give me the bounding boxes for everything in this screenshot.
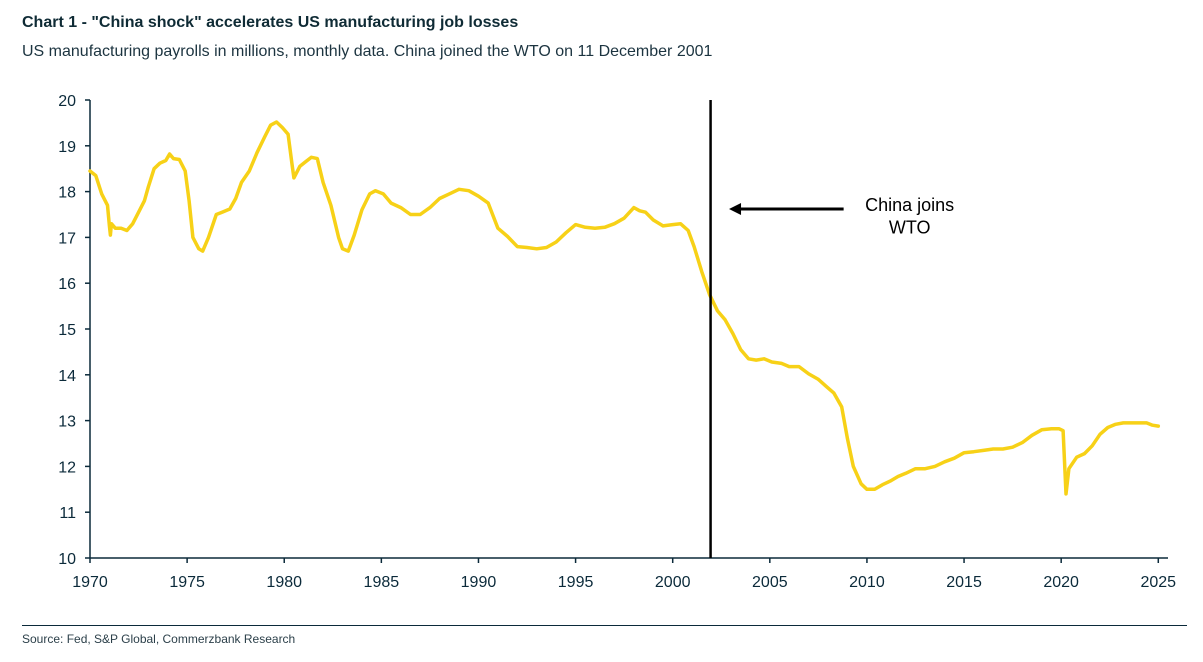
- annotation-arrow-head-icon: [729, 203, 742, 216]
- annotation-layer: China joins WTO: [729, 195, 954, 238]
- x-tick-label: 2000: [655, 574, 691, 591]
- chart-title: Chart 1 - "China shock" accelerates US m…: [22, 14, 519, 31]
- x-tick-label: 1985: [364, 574, 400, 591]
- annotation-label-line1: China joins: [865, 195, 954, 215]
- x-tick-label: 1990: [461, 574, 497, 591]
- x-tick-label: 1980: [266, 574, 302, 591]
- x-tick-label: 2025: [1140, 574, 1176, 591]
- y-tick-label: 20: [58, 93, 76, 110]
- series-line-manufacturing-payrolls: [88, 120, 1161, 496]
- x-tick-label: 1995: [558, 574, 594, 591]
- y-tick-label: 14: [58, 368, 76, 385]
- footer-divider: [22, 625, 1187, 626]
- series-layer: [88, 120, 1161, 496]
- y-tick-label: 12: [58, 459, 76, 476]
- chart-axes: 10 11 12 13 14 15 16 17 18 19 20 1970 1975 1980 1985 19…: [58, 93, 1176, 591]
- y-tick-label: 15: [58, 322, 76, 339]
- y-tick-label: 18: [58, 185, 76, 202]
- y-tick-label: 16: [58, 276, 76, 293]
- y-tick-label: 19: [58, 139, 76, 156]
- y-tick-label: 11: [59, 505, 76, 522]
- x-tick-label: 2010: [849, 574, 885, 591]
- chart-subtitle: US manufacturing payrolls in millions, m…: [22, 43, 713, 60]
- y-tick-label: 17: [58, 230, 76, 247]
- x-tick-label: 1975: [169, 574, 205, 591]
- annotation-label-line2: WTO: [889, 218, 931, 238]
- x-tick-label: 2020: [1043, 574, 1079, 591]
- x-tick-label: 2005: [752, 574, 788, 591]
- x-tick-label: 2015: [946, 574, 982, 591]
- x-tick-label: 1970: [72, 574, 108, 591]
- y-tick-label: 13: [58, 414, 76, 431]
- y-tick-label: 10: [58, 551, 76, 568]
- source-note: Source: Fed, S&P Global, Commerzbank Res…: [22, 632, 296, 646]
